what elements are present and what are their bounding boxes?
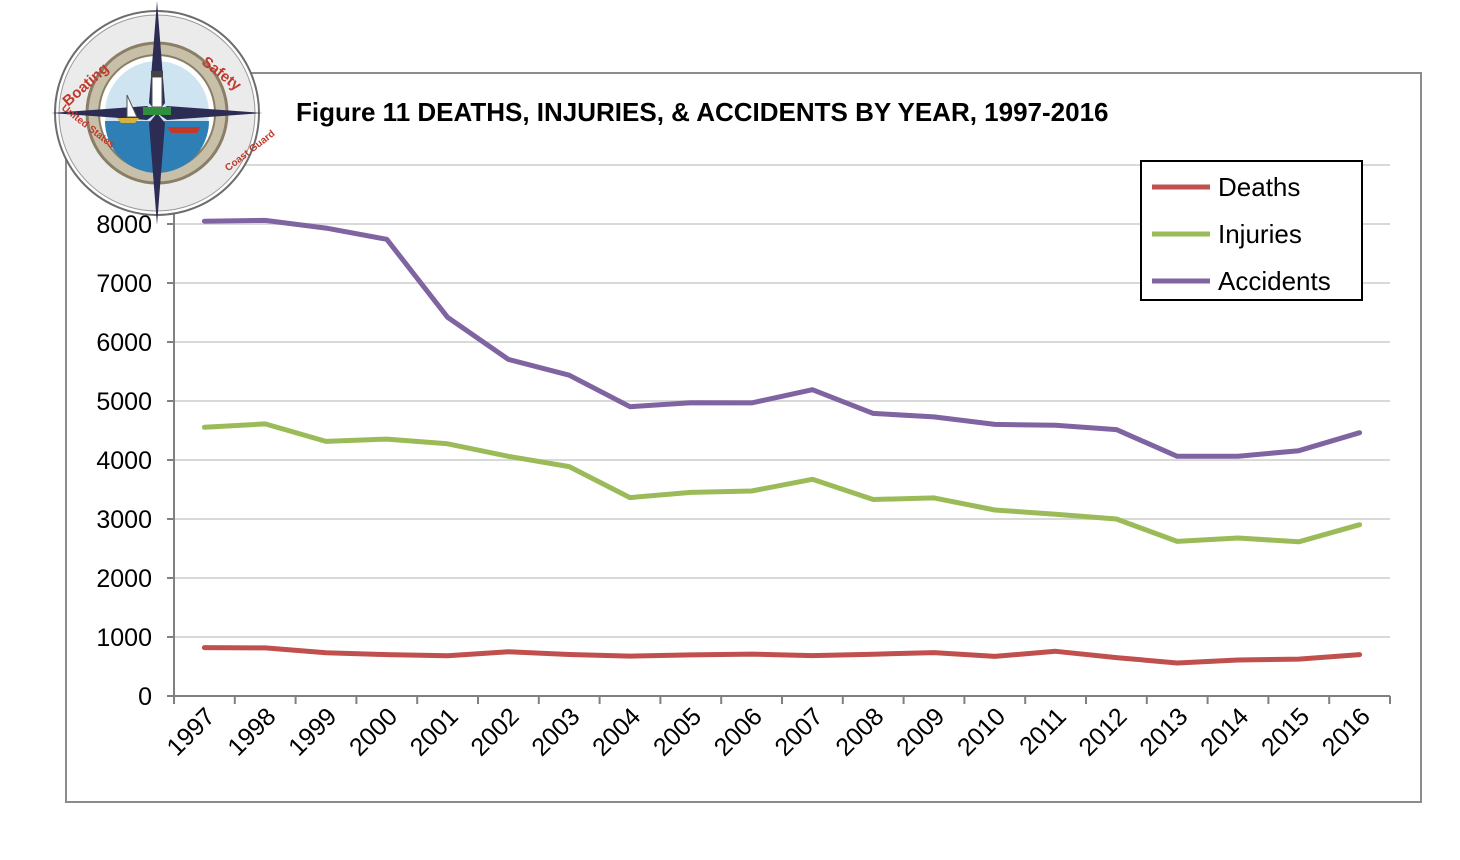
x-tick-label: 2014 xyxy=(1195,702,1254,761)
x-tick-label: 2002 xyxy=(466,702,525,761)
y-tick-label: 3000 xyxy=(96,506,152,534)
y-tick-label: 8000 xyxy=(96,211,152,239)
legend-label-injuries: Injuries xyxy=(1218,219,1302,249)
x-tick-label: 2015 xyxy=(1256,702,1315,761)
x-tick-label: 2016 xyxy=(1317,702,1376,761)
y-tick-label: 0 xyxy=(138,683,152,711)
y-tick-label: 5000 xyxy=(96,388,152,416)
legend-label-deaths: Deaths xyxy=(1218,172,1300,202)
x-tick-label: 2003 xyxy=(526,702,585,761)
x-tick-label: 2007 xyxy=(770,702,829,761)
series-lines xyxy=(201,217,1363,666)
x-tick-label: 1998 xyxy=(222,702,281,761)
boating-safety-logo: Boating Safety United States Coast Guard xyxy=(51,1,277,225)
x-tick-label: 2005 xyxy=(648,702,707,761)
x-tick-label: 2008 xyxy=(830,702,889,761)
x-tick-label: 2011 xyxy=(1014,702,1072,760)
x-tick-label: 2006 xyxy=(709,702,768,761)
y-tick-label: 7000 xyxy=(96,270,152,298)
y-tick-label: 6000 xyxy=(96,329,152,357)
x-tick-label: 2009 xyxy=(891,702,950,761)
series-line-accidents xyxy=(201,217,1363,459)
legend-label-accidents: Accidents xyxy=(1218,266,1331,296)
x-tick-label: 1997 xyxy=(162,702,221,761)
x-tick-label: 2012 xyxy=(1074,702,1133,761)
legend: Deaths Injuries Accidents xyxy=(1140,160,1363,301)
x-tick-label: 2000 xyxy=(344,702,403,761)
x-tick-label: 2013 xyxy=(1134,702,1193,761)
y-tick-labels: 0 1000 2000 3000 4000 5000 6000 7000 8000 xyxy=(96,211,152,711)
x-tick-label: 1999 xyxy=(283,702,342,761)
y-tick-label: 1000 xyxy=(96,624,152,652)
x-tick-label: 2010 xyxy=(952,702,1011,761)
x-tick-label: 2001 xyxy=(405,702,464,761)
x-tick-labels: 1997 1998 1999 2000 2001 2002 2003 2004 2005 2006… xyxy=(162,702,1376,761)
y-tick-label: 4000 xyxy=(96,447,152,475)
axes xyxy=(167,214,1391,704)
legend-box xyxy=(1140,160,1363,301)
y-tick-label: 2000 xyxy=(96,565,152,593)
series-line-injuries xyxy=(201,421,1363,545)
chart-title: Figure 11 DEATHS, INJURIES, & ACCIDENTS … xyxy=(296,97,1109,127)
series-line-deaths xyxy=(201,645,1363,666)
x-tick-label: 2004 xyxy=(587,702,646,761)
